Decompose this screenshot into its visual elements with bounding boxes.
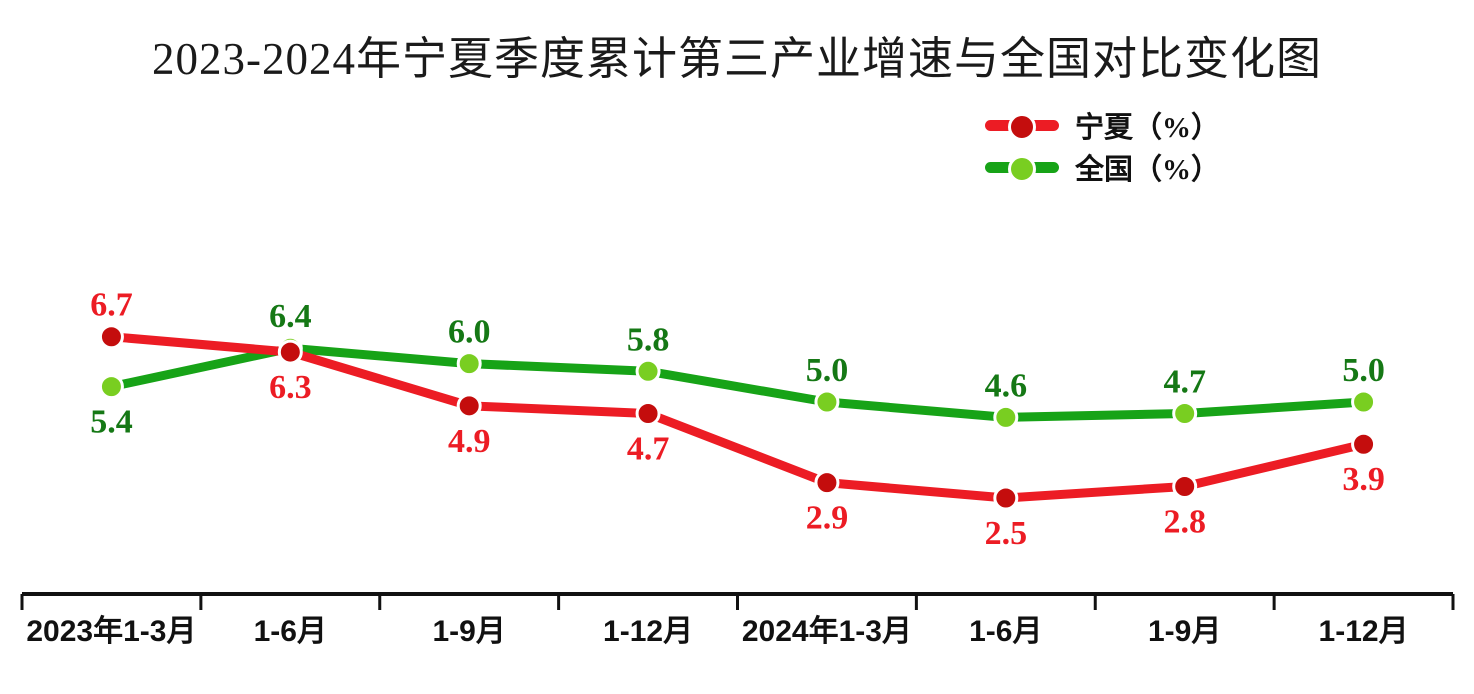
legend: 宁夏（%） 全国（%） [985, 108, 1220, 186]
data-point-marker [993, 404, 1019, 430]
data-point-label: 2.9 [806, 500, 849, 537]
data-point-label: 6.3 [269, 369, 312, 406]
data-point-marker [1351, 389, 1377, 415]
legend-dot-swatch [1008, 155, 1036, 183]
data-point-label: 2.5 [985, 515, 1028, 552]
data-point-marker [635, 401, 661, 427]
data-point-label: 3.9 [1342, 461, 1385, 498]
data-point-label: 5.0 [806, 352, 849, 389]
x-axis-label: 2023年1-3月 [26, 615, 196, 648]
data-point-marker [635, 358, 661, 384]
series-line [106, 332, 1369, 503]
data-point-label: 6.4 [269, 298, 312, 335]
series-line [106, 343, 1369, 422]
data-point-marker [1351, 431, 1377, 457]
x-axis-label: 1-6月 [254, 615, 327, 648]
data-point-label: 4.9 [448, 423, 491, 460]
x-axis-label: 1-9月 [433, 615, 506, 648]
data-point-marker [98, 324, 124, 350]
data-point-marker [814, 389, 840, 415]
data-point-label: 6.0 [448, 314, 491, 351]
chart-title: 2023-2024年宁夏季度累计第三产业增速与全国对比变化图 [152, 34, 1322, 84]
x-axis-label: 1-6月 [969, 615, 1042, 648]
data-point-label: 4.7 [627, 431, 670, 468]
legend-line-dot-marker-red [985, 112, 1059, 141]
data-point-label: 6.7 [90, 287, 133, 324]
data-point-marker [98, 374, 124, 400]
data-point-label: 4.6 [985, 367, 1028, 404]
x-axis-label: 1-12月 [1319, 615, 1409, 648]
x-axis-label: 1-12月 [603, 615, 693, 648]
legend-line-dot-marker-green [985, 154, 1059, 183]
data-point-label: 5.8 [627, 321, 670, 358]
data-point-label: 4.7 [1163, 364, 1206, 401]
data-point-label: 5.0 [1342, 352, 1385, 389]
data-point-marker [456, 351, 482, 377]
legend-label-national: 全国（%） [1075, 154, 1221, 186]
legend-item-ningxia: 宁夏（%） [985, 108, 1220, 144]
legend-label-ningxia: 宁夏（%） [1075, 112, 1221, 144]
data-point-marker [456, 393, 482, 419]
data-point-marker [814, 470, 840, 496]
data-point-marker [1172, 473, 1198, 499]
legend-dot-swatch [1008, 113, 1036, 141]
data-point-label: 5.4 [90, 404, 133, 441]
x-axis-label: 2024年1-3月 [742, 615, 912, 648]
x-axis-label: 1-9月 [1148, 615, 1221, 648]
data-point-marker [993, 485, 1019, 511]
data-point-label: 2.8 [1163, 503, 1206, 540]
data-point-marker [277, 339, 303, 365]
data-point-marker [1172, 401, 1198, 427]
legend-item-national: 全国（%） [985, 150, 1220, 186]
